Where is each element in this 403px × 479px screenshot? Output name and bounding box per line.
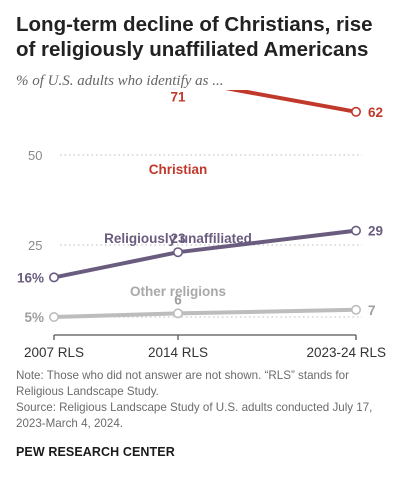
chart-title: Long-term decline of Christians, rise of…	[16, 13, 373, 61]
brand-logo-text: PEW RESEARCH CENTER	[16, 445, 175, 459]
series-name-1: Religiously unaffiliated	[104, 231, 252, 246]
data-point-1-1	[173, 247, 184, 258]
data-label-0-1: 71	[170, 90, 186, 104]
data-point-2-0	[48, 312, 59, 323]
data-point-2-1	[173, 308, 184, 319]
series-name-0: Christian	[149, 162, 208, 177]
data-label-2-0: 5%	[24, 310, 44, 325]
series-line-0	[225, 90, 357, 114]
data-label-2-2: 7	[368, 303, 376, 318]
x-tick-label-0: 2007 RLS	[24, 345, 84, 360]
data-label-0-2: 62	[368, 105, 383, 120]
data-point-2-2	[350, 304, 361, 315]
series-line-2	[53, 307, 357, 319]
chart-footer-notes: Note: Those who did not answer are not s…	[16, 368, 394, 432]
chart-subtitle: % of U.S. adults who identify as ...	[16, 73, 224, 89]
data-point-0-2	[350, 106, 361, 117]
y-tick-label-25: 25	[28, 238, 42, 253]
data-label-1-2: 29	[368, 224, 383, 239]
series-name-2: Other religions	[130, 284, 226, 299]
data-label-1-1: 23	[170, 231, 186, 246]
chart-source: Source: Religious Landscape Study of U.S…	[16, 401, 373, 430]
chart-note: Note: Those who did not answer are not s…	[16, 369, 349, 398]
x-tick-label-2: 2023-24 RLS	[306, 345, 386, 360]
data-label-1-0: 16%	[17, 270, 44, 285]
x-tick-label-1: 2014 RLS	[148, 345, 208, 360]
data-point-1-0	[48, 272, 59, 283]
data-point-1-2	[350, 225, 361, 236]
y-tick-label-50: 50	[28, 148, 42, 163]
data-label-2-1: 6	[174, 292, 182, 307]
